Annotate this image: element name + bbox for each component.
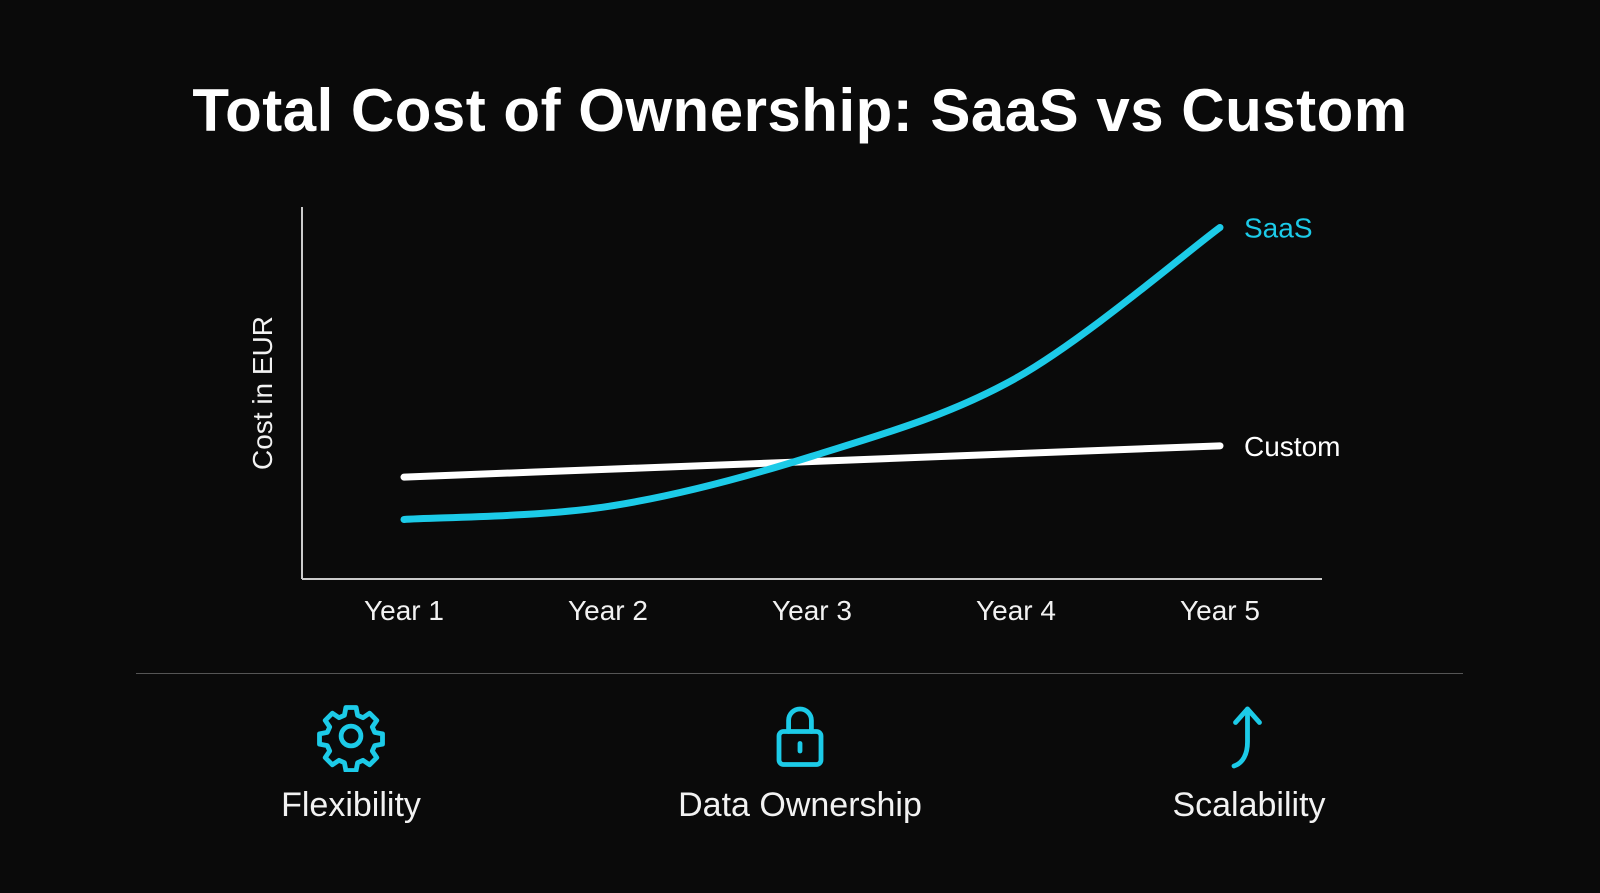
x-tick-label: Year 1 — [364, 595, 444, 626]
feature-flexibility: Flexibility — [171, 700, 531, 825]
series-line-saas — [400, 223, 1224, 523]
gear-icon — [317, 705, 385, 772]
series-label-custom: Custom — [1244, 431, 1340, 462]
feature-scalability: Scalability — [1069, 700, 1429, 825]
feature-label: Scalability — [1172, 786, 1326, 824]
x-tick-label: Year 5 — [1180, 595, 1260, 626]
line-chart: Cost in EUR Year 1 Year 2 Year 3 Year 4 Year… — [247, 207, 1340, 626]
feature-label: Data Ownership — [678, 786, 922, 824]
chart-title: Total Cost of Ownership: SaaS vs Custom — [192, 77, 1408, 144]
series-label-saas: SaaS — [1244, 212, 1313, 243]
x-tick-label: Year 4 — [976, 595, 1056, 626]
y-axis-label: Cost in EUR — [247, 316, 278, 470]
series-line-custom — [400, 442, 1224, 481]
feature-data-ownership: Data Ownership — [620, 700, 980, 825]
x-tick-label: Year 3 — [772, 595, 852, 626]
divider — [136, 673, 1463, 674]
lock-icon — [776, 706, 824, 767]
arrow-up-curve-icon — [1231, 706, 1262, 769]
feature-label: Flexibility — [281, 786, 421, 824]
x-tick-label: Year 2 — [568, 595, 648, 626]
